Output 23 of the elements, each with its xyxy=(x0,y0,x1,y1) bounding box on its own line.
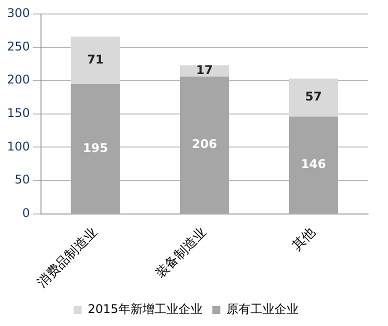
y-tick-label: 150 xyxy=(7,106,30,120)
data-label: 146 xyxy=(300,157,326,172)
data-label: 57 xyxy=(305,90,322,104)
y-tick-label: 200 xyxy=(7,72,30,87)
y-tick-label: 300 xyxy=(7,6,30,20)
x-tick-label: 装备制造业 xyxy=(153,224,210,282)
bar xyxy=(70,36,120,84)
bar xyxy=(288,78,338,117)
y-tick-label: 100 xyxy=(7,139,30,154)
x-tick-label: 其他 xyxy=(290,224,319,254)
data-label: 17 xyxy=(196,63,213,78)
data-label: 195 xyxy=(82,140,108,155)
bar xyxy=(70,84,120,214)
y-tick-label: 50 xyxy=(14,172,30,187)
legend-label: 2015年新增工业企业 xyxy=(88,302,202,316)
bar xyxy=(180,76,229,214)
legend-label: 原有工业企业 xyxy=(226,302,298,316)
x-tick-label: 消费品制造业 xyxy=(34,224,101,291)
data-label: 71 xyxy=(87,52,104,66)
data-label: 206 xyxy=(192,137,217,152)
y-tick-label: 250 xyxy=(7,39,30,54)
bar xyxy=(288,116,338,214)
y-tick-label: 0 xyxy=(22,206,30,220)
